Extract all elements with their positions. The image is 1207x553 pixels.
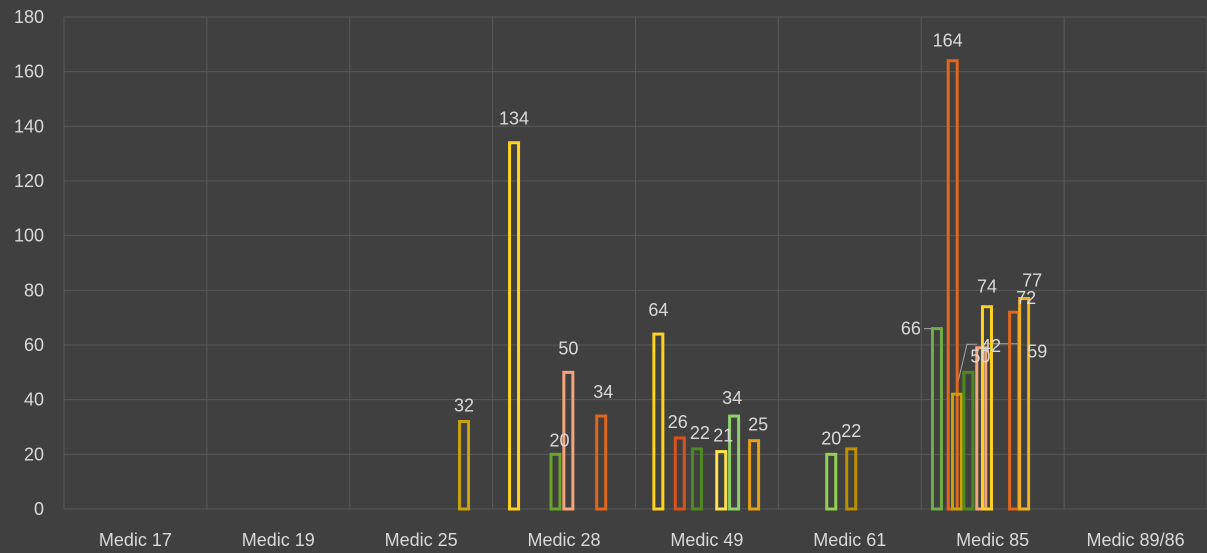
data-label: 26 — [668, 412, 688, 432]
bar — [1008, 310, 1021, 511]
data-label: 66 — [901, 319, 921, 339]
data-label: 72 — [1016, 288, 1036, 308]
bar — [950, 392, 963, 511]
bar — [980, 305, 993, 511]
bar — [652, 332, 665, 511]
bar — [690, 447, 703, 511]
bar — [458, 420, 471, 511]
bar — [715, 450, 728, 511]
gridlines — [63, 16, 1207, 510]
x-tick-label: Medic 25 — [385, 530, 458, 550]
y-tick-label: 80 — [24, 280, 44, 300]
data-label: 74 — [977, 277, 997, 297]
x-tick-label: Medic 17 — [99, 530, 172, 550]
y-tick-label: 60 — [24, 335, 44, 355]
x-tick-label: Medic 85 — [956, 530, 1029, 550]
bar — [825, 452, 838, 511]
y-tick-label: 40 — [24, 390, 44, 410]
data-label: 64 — [648, 300, 668, 320]
bar — [1018, 297, 1031, 511]
data-label: 50 — [558, 338, 578, 358]
x-tick-label: Medic 19 — [242, 530, 315, 550]
data-label: 134 — [499, 109, 529, 129]
y-tick-label: 100 — [14, 226, 44, 246]
y-tick-label: 180 — [14, 7, 44, 27]
bar — [728, 414, 741, 511]
data-label: 77 — [1022, 271, 1042, 291]
bar — [748, 439, 761, 511]
bar — [562, 370, 575, 511]
leader-line — [923, 328, 933, 335]
data-label: 21 — [713, 426, 733, 446]
bars — [458, 59, 1031, 511]
x-tick-label: Medic 89/86 — [1087, 530, 1185, 550]
bar — [930, 327, 943, 511]
bar — [962, 370, 975, 511]
data-label: 20 — [549, 430, 569, 450]
y-tick-label: 120 — [14, 171, 44, 191]
bar — [845, 447, 858, 511]
y-tick-label: 140 — [14, 116, 44, 136]
y-tick-label: 0 — [34, 499, 44, 519]
data-label: 59 — [1027, 342, 1047, 362]
bar — [549, 452, 562, 511]
x-tick-label: Medic 49 — [670, 530, 743, 550]
data-label: 34 — [593, 382, 613, 402]
x-tick-label: Medic 28 — [528, 530, 601, 550]
data-label: 50 — [970, 346, 990, 366]
x-tick-label: Medic 61 — [813, 530, 886, 550]
data-label: 20 — [821, 428, 841, 448]
leader-line — [956, 343, 977, 387]
data-label: 34 — [722, 388, 742, 408]
data-label: 32 — [454, 396, 474, 416]
bar — [595, 414, 608, 511]
data-label: 164 — [933, 31, 963, 51]
data-label: 25 — [748, 415, 768, 435]
bar — [673, 436, 686, 511]
y-tick-label: 20 — [24, 444, 44, 464]
y-tick-label: 160 — [14, 62, 44, 82]
bar — [508, 141, 521, 511]
data-label: 22 — [690, 423, 710, 443]
axis-labels: 0 20 40 60 80 100 120 140 160 180 Medic 17 Medic 19… — [14, 7, 1185, 550]
data-label: 22 — [841, 421, 861, 441]
data-label: 42 — [981, 336, 1001, 356]
